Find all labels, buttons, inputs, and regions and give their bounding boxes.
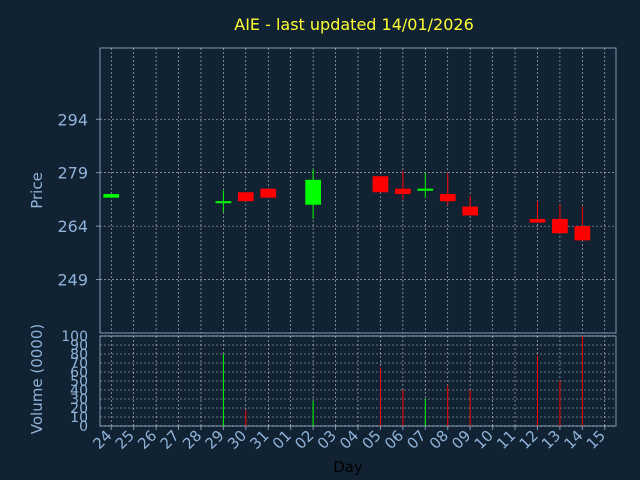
price-y-tick-label: 279 <box>57 164 88 183</box>
chart-title: AIE - last updated 14/01/2026 <box>234 15 474 34</box>
volume-y-tick-label: 100 <box>61 329 88 345</box>
candle-body <box>417 188 434 191</box>
candle-body <box>552 219 568 234</box>
candle-body <box>574 226 591 241</box>
x-axis-label: Day <box>333 458 363 476</box>
volume-y-tick-label: 50 <box>70 374 88 390</box>
price-y-axis-label: Price <box>28 172 46 209</box>
volume-y-tick-label: 30 <box>70 392 88 408</box>
candle-body <box>462 206 479 216</box>
candle-body <box>260 188 277 198</box>
candle-body <box>395 188 411 195</box>
candle-body <box>529 219 546 223</box>
price-y-tick-label: 249 <box>57 271 88 290</box>
volume-y-tick-label: 10 <box>70 410 88 426</box>
price-y-tick-label: 294 <box>57 110 88 129</box>
candle-body <box>215 201 232 204</box>
x-tick-label: 15 <box>583 427 609 453</box>
price-panel-frame <box>99 47 617 334</box>
volume-y-axis-label: Volume (0000) <box>28 324 46 434</box>
candle-body <box>103 194 120 198</box>
volume-y-tick-label: 40 <box>70 383 88 399</box>
volume-y-tick-label: 70 <box>70 356 88 372</box>
candle-body <box>305 179 321 205</box>
price-y-tick-label: 264 <box>57 217 88 236</box>
volume-y-tick-label: 0 <box>79 419 88 435</box>
volume-y-tick-label: 20 <box>70 401 88 417</box>
volume-y-tick-label: 60 <box>70 365 88 381</box>
volume-y-tick-label: 80 <box>70 347 88 363</box>
candle-body <box>237 192 254 202</box>
candle-body <box>439 194 456 202</box>
candle-body <box>372 176 389 193</box>
volume-y-tick-label: 90 <box>70 338 88 354</box>
